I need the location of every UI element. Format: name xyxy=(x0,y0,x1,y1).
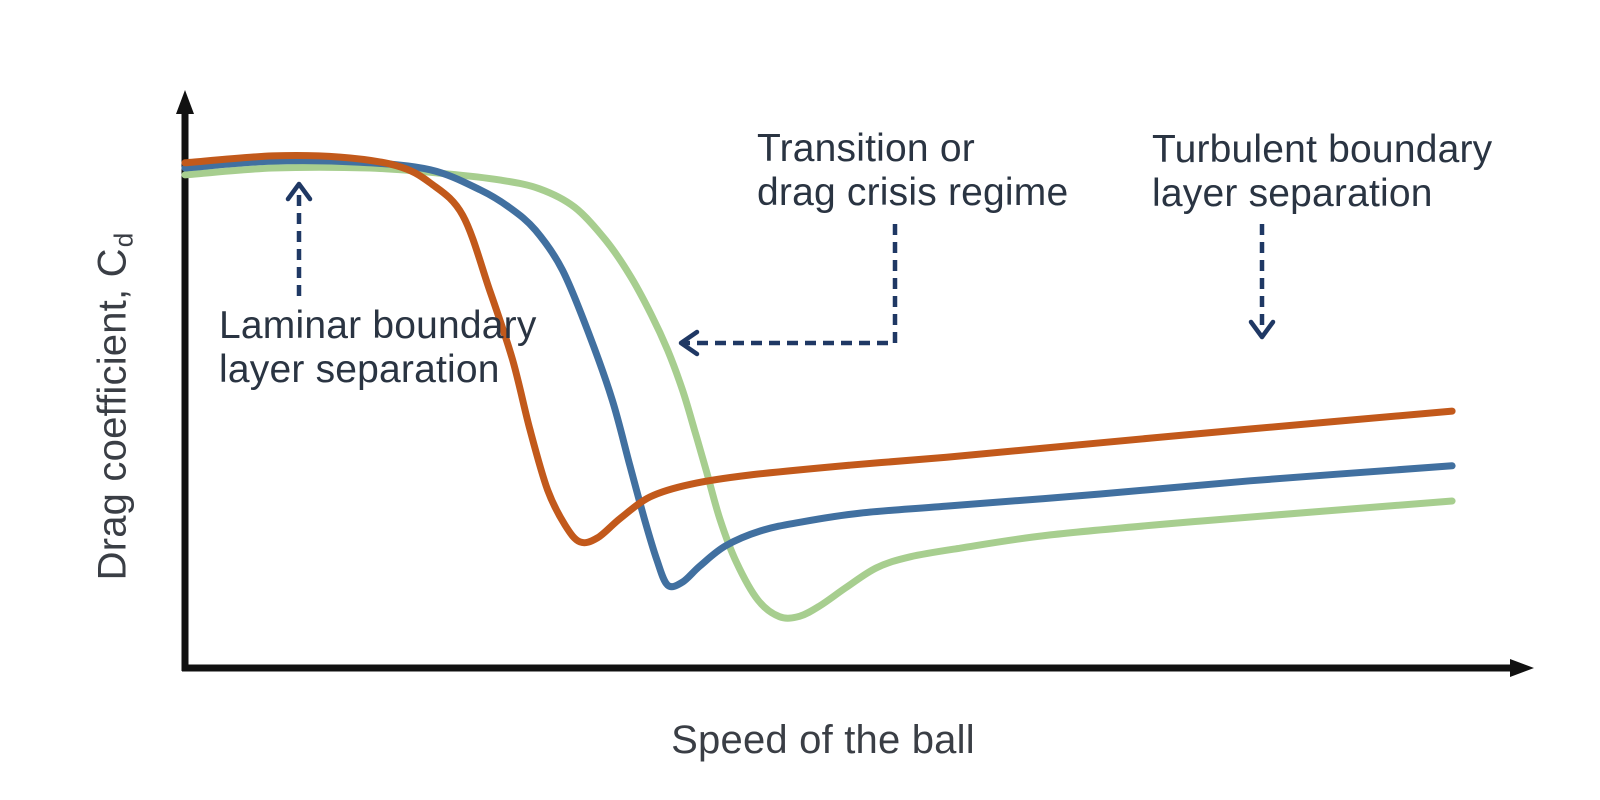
curve-group xyxy=(181,151,1456,622)
annotation-turbulent-line1: Turbulent boundary xyxy=(1152,128,1493,171)
y-axis-label-text: Drag coefficient, C xyxy=(90,248,135,581)
annotation-transition-line1: Transition or xyxy=(757,127,975,170)
x-axis xyxy=(182,659,1534,677)
x-axis-label: Speed of the ball xyxy=(671,718,975,762)
annotation-laminar: Laminar boundary layer separation xyxy=(219,304,537,392)
green-curve xyxy=(181,163,1456,622)
laminar-arrow-icon xyxy=(285,181,313,296)
annotation-laminar-line1: Laminar boundary xyxy=(219,304,537,347)
orange-curve xyxy=(181,151,1456,547)
annotation-turbulent: Turbulent boundary layer separation xyxy=(1152,128,1492,216)
y-axis-label-subscript: d xyxy=(108,232,139,248)
blue-curve xyxy=(181,157,1456,591)
x-axis-arrowhead-icon xyxy=(1510,659,1534,677)
transition-arrow-icon xyxy=(678,224,898,357)
annotation-transition-line2: drag crisis regime xyxy=(757,171,1069,214)
annotation-turbulent-line2: layer separation xyxy=(1152,172,1433,215)
y-axis xyxy=(176,90,194,671)
y-axis-label: Drag coefficient, Cd xyxy=(90,232,139,581)
annotation-transition: Transition or drag crisis regime xyxy=(757,127,1068,215)
turbulent-arrow-icon xyxy=(1248,224,1276,340)
y-axis-arrowhead-icon xyxy=(176,90,194,114)
annotation-laminar-line2: layer separation xyxy=(219,348,500,391)
